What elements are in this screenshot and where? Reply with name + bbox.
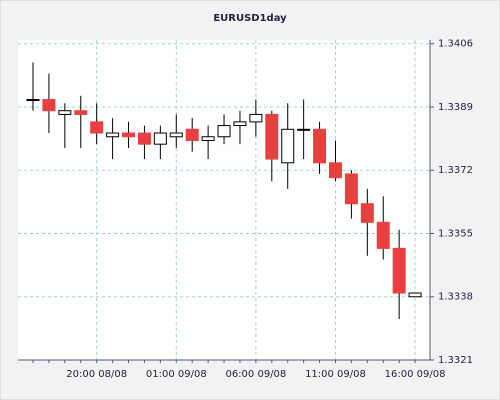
y-tick-label: 1.3338	[438, 292, 473, 303]
candle-body	[297, 128, 311, 131]
candle-body	[153, 132, 167, 145]
candle-body	[185, 128, 199, 141]
candle-body	[376, 221, 390, 249]
plot-area	[18, 40, 430, 360]
candle-body	[137, 132, 151, 145]
candle-body	[360, 203, 374, 223]
candle-body	[281, 128, 295, 164]
candle-body	[265, 113, 279, 160]
candle-body	[201, 136, 215, 141]
x-tick-label: 06:00 09/08	[225, 369, 286, 380]
candle-body	[313, 128, 327, 164]
y-tick-label: 1.3406	[438, 39, 473, 50]
candle-body	[408, 292, 422, 298]
candle-body	[217, 125, 231, 138]
y-tick-label: 1.3321	[438, 355, 473, 366]
candle-body	[392, 247, 406, 294]
candle-body	[169, 132, 183, 138]
candle-body	[249, 113, 263, 123]
candle-body	[328, 162, 342, 179]
candle-body	[90, 121, 104, 134]
y-tick-label: 1.3372	[438, 165, 473, 176]
chart-title: EURUSD1day	[213, 13, 287, 24]
candle-body	[26, 99, 40, 102]
x-tick-label: 01:00 09/08	[146, 369, 207, 380]
candle-body	[122, 132, 136, 138]
candle-body	[233, 121, 247, 127]
y-tick-label: 1.3389	[438, 102, 473, 113]
x-tick-label: 20:00 08/08	[66, 369, 127, 380]
candle-body	[58, 110, 72, 115]
candle-body	[106, 132, 120, 138]
y-tick-label: 1.3355	[438, 228, 473, 239]
candle-body	[344, 173, 358, 205]
candle-body	[42, 99, 56, 112]
candle-body	[74, 110, 88, 115]
x-tick-label: 11:00 09/08	[305, 369, 366, 380]
x-tick-label: 16:00 09/08	[385, 369, 446, 380]
